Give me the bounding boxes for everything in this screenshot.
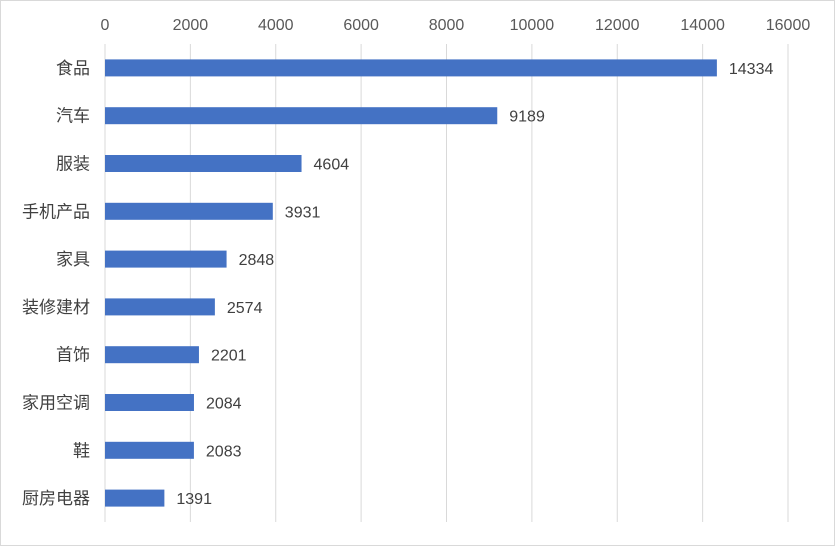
category-label: 家用空调 — [22, 394, 90, 414]
data-label: 2574 — [227, 300, 263, 317]
category-label: 汽车 — [56, 107, 90, 127]
data-label: 1391 — [176, 491, 212, 508]
bar — [105, 346, 199, 364]
bar — [105, 489, 165, 507]
data-label: 4604 — [314, 157, 350, 174]
x-tick-label: 4000 — [258, 17, 294, 34]
category-label: 鞋 — [73, 441, 90, 461]
bar — [105, 250, 227, 268]
data-label: 2084 — [206, 396, 242, 413]
category-label: 家具 — [56, 250, 90, 270]
bar — [105, 441, 194, 459]
x-tick-label: 6000 — [343, 17, 379, 34]
category-label: 手机产品 — [22, 202, 90, 222]
category-label: 厨房电器 — [22, 489, 90, 509]
x-tick-label: 8000 — [429, 17, 465, 34]
bar — [105, 107, 498, 125]
data-label: 2083 — [206, 443, 242, 460]
x-tick-label: 2000 — [173, 17, 209, 34]
x-tick-label: 16000 — [766, 17, 811, 34]
data-label: 2201 — [211, 348, 247, 365]
category-label: 食品 — [56, 59, 90, 79]
data-label: 14334 — [729, 61, 774, 78]
category-label: 装修建材 — [22, 298, 90, 318]
bar — [105, 59, 717, 77]
bar — [105, 202, 273, 220]
x-tick-label: 14000 — [680, 17, 725, 34]
data-label: 3931 — [285, 204, 321, 221]
bar — [105, 394, 194, 411]
bar — [105, 155, 302, 172]
category-label: 服装 — [56, 155, 90, 175]
data-label: 2848 — [239, 252, 275, 269]
bar — [105, 298, 215, 316]
x-tick-label: 0 — [101, 17, 110, 34]
x-tick-label: 10000 — [510, 17, 555, 34]
x-tick-label: 12000 — [595, 17, 640, 34]
data-label: 9189 — [509, 109, 545, 126]
category-label: 首饰 — [56, 346, 90, 366]
